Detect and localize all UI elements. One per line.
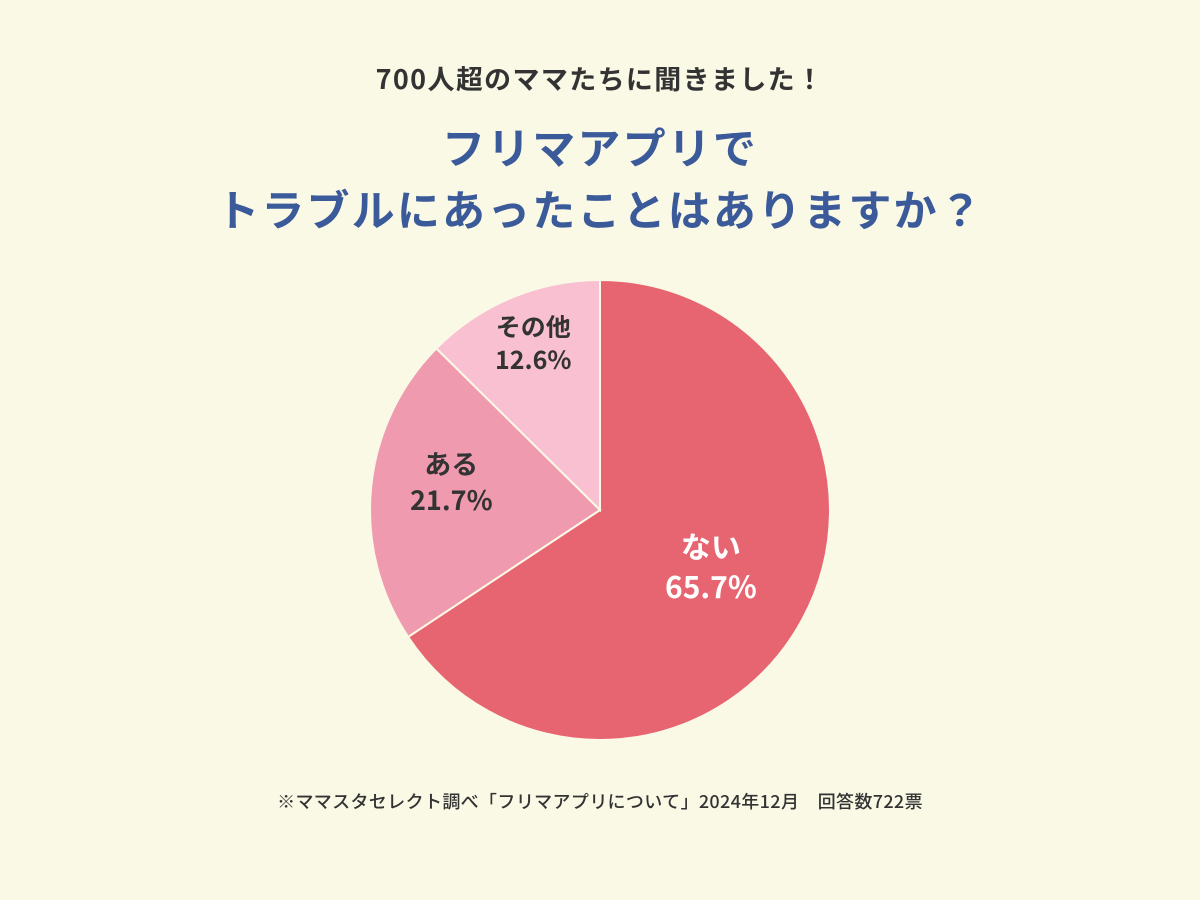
slice-name: ある	[410, 445, 493, 481]
slice-label-2: その他12.6%	[495, 310, 571, 378]
slice-label-1: ある21.7%	[410, 445, 493, 518]
main-title: フリマアプリで トラブルにあったことはありますか？	[216, 115, 984, 240]
title-line-1: フリマアプリで	[442, 115, 758, 177]
title-line-2: トラブルにあったことはありますか？	[216, 177, 984, 239]
pie-chart: ない65.7%ある21.7%その他12.6%	[370, 280, 830, 740]
infographic-container: 700人超のママたちに聞きました！ フリマアプリで トラブルにあったことはありま…	[0, 0, 1200, 900]
footnote: ※ママスタセレクト調べ「フリマアプリについて」2024年12月 回答数722票	[277, 788, 923, 814]
slice-name: その他	[495, 310, 571, 344]
slice-percent: 12.6%	[495, 343, 571, 377]
slice-label-0: ない65.7%	[665, 525, 757, 606]
slice-name: ない	[665, 525, 757, 566]
slice-percent: 65.7%	[665, 565, 757, 606]
slice-percent: 21.7%	[410, 481, 493, 517]
subtitle: 700人超のママたちに聞きました！	[376, 58, 825, 97]
